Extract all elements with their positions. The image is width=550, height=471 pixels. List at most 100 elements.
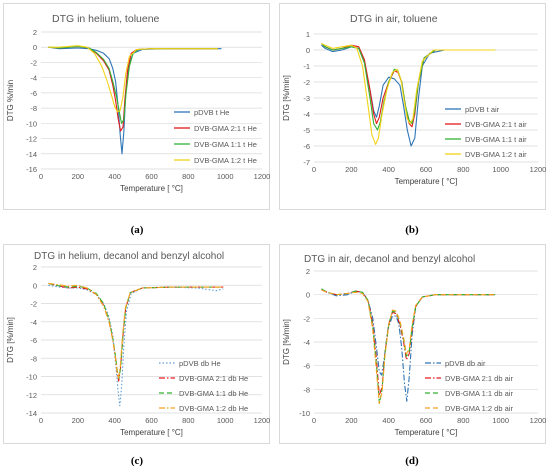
y-tick-label: -10 xyxy=(26,373,37,382)
y-tick-label: 2 xyxy=(33,28,37,37)
chart-panel-b: DTG in air, toluene 1 0 -1 -2 -3 -4 -5 -6 -7 0 200 4… xyxy=(279,3,546,210)
y-tick-label: -16 xyxy=(26,165,37,174)
x-tick-label: 400 xyxy=(382,165,395,174)
series-line-2 xyxy=(48,45,218,132)
legend-label: DVB-GMA 1:2 t air xyxy=(465,150,527,159)
series-line-3 xyxy=(48,45,218,124)
x-tick-label: 1200 xyxy=(530,165,547,174)
y-tick-label: -4 xyxy=(303,338,310,347)
x-tick-label: 200 xyxy=(72,416,85,425)
series-line-3 xyxy=(321,43,496,131)
x-tick-label: 1000 xyxy=(492,165,509,174)
series-line-4 xyxy=(321,43,496,145)
chart-title: DTG in air, decanol and benzyl alcohol xyxy=(304,254,475,265)
x-tick-label: 400 xyxy=(382,416,395,425)
x-tick-label: 400 xyxy=(108,416,121,425)
series-line-2 xyxy=(48,282,224,382)
x-tick-label: 200 xyxy=(345,416,358,425)
x-tick-label: 0 xyxy=(39,172,43,181)
y-tick-label: -6 xyxy=(30,336,37,345)
x-tick-label: 1000 xyxy=(217,172,234,181)
series-line-1 xyxy=(321,44,496,147)
legend-label: DVB-GMA 1:2 db air xyxy=(445,404,513,413)
x-tick-label: 200 xyxy=(72,172,85,181)
chart-a: DTG in helium, toluene 2 0 -2 -4 -6 -8 -10 -12 -1… xyxy=(6,13,271,193)
legend-label: DVB-GMA 1:1 t He xyxy=(194,140,257,149)
legend-label: pDVB t air xyxy=(465,105,500,114)
x-axis-label: Temperature [ °C] xyxy=(395,177,458,186)
x-axis-label: Temperature [ °C] xyxy=(395,428,458,437)
y-tick-label: 2 xyxy=(33,263,37,272)
y-tick-label: -5 xyxy=(303,126,310,135)
series-line-4 xyxy=(48,45,218,113)
legend-label: DVB-GMA 1:2 db He xyxy=(179,404,248,413)
x-tick-label: 0 xyxy=(312,165,316,174)
y-tick-label: -4 xyxy=(303,110,310,119)
x-tick-label: 0 xyxy=(312,416,316,425)
x-tick-label: 1200 xyxy=(254,416,271,425)
x-tick-label: 400 xyxy=(108,172,121,181)
chart-c: DTG in helium, decanol and benzyl alcoho… xyxy=(6,251,271,437)
chart-title: DTG in helium, toluene xyxy=(52,13,160,25)
legend-label: DVB-GMA 2:1 t air xyxy=(465,120,527,129)
legend-label: DVB-GMA 1:1 db air xyxy=(445,389,513,398)
x-tick-label: 200 xyxy=(345,165,358,174)
y-tick-label: -6 xyxy=(303,362,310,371)
y-tick-label: -14 xyxy=(26,150,37,159)
x-tick-label: 800 xyxy=(457,416,470,425)
x-tick-label: 1200 xyxy=(254,172,271,181)
y-tick-label: -8 xyxy=(30,104,37,113)
caption-c: (c) xyxy=(130,455,144,467)
y-tick-label: 1 xyxy=(306,30,310,39)
y-tick-label: -3 xyxy=(303,94,310,103)
y-axis-label: DTG [%/min] xyxy=(6,317,15,363)
y-tick-label: -2 xyxy=(30,300,37,309)
caption-b: (b) xyxy=(405,224,419,236)
x-tick-label: 800 xyxy=(457,165,470,174)
y-tick-label: -2 xyxy=(30,58,37,67)
y-tick-label: -12 xyxy=(26,135,37,144)
y-tick-label: -4 xyxy=(30,318,37,327)
y-tick-label: -6 xyxy=(303,142,310,151)
legend-label: DVB-GMA 2:1 db He xyxy=(179,374,248,383)
legend-label: pDVB db air xyxy=(445,359,486,368)
chart-panel-c: DTG in helium, decanol and benzyl alcoho… xyxy=(3,244,270,444)
x-tick-label: 800 xyxy=(182,416,195,425)
chart-panel-d: DTG in air, decanol and benzyl alcohol 2 0… xyxy=(279,244,546,444)
x-tick-label: 600 xyxy=(420,165,433,174)
y-tick-label: 0 xyxy=(306,46,310,55)
legend-label: DVB-GMA 2:1 t He xyxy=(194,124,257,133)
series-line-3 xyxy=(321,288,496,405)
y-tick-label: -6 xyxy=(30,89,37,98)
y-tick-label: -2 xyxy=(303,78,310,87)
legend-label: DVB-GMA 1:1 db He xyxy=(179,389,248,398)
chart-panel-a: DTG in helium, toluene 2 0 -2 -4 -6 -8 -10 -12 -1… xyxy=(3,3,270,210)
x-tick-label: 800 xyxy=(182,172,195,181)
y-tick-label: 0 xyxy=(33,43,37,52)
y-tick-label: -10 xyxy=(299,409,310,418)
legend-label: DVB-GMA 2:1 db air xyxy=(445,374,513,383)
x-axis-label: Temperature [ °C] xyxy=(120,184,183,193)
legend-label: pDVB t He xyxy=(194,108,229,117)
y-tick-label: -8 xyxy=(303,385,310,394)
x-tick-label: 0 xyxy=(39,416,43,425)
legend-label: DVB-GMA 1:1 t air xyxy=(465,135,527,144)
y-tick-label: 0 xyxy=(33,281,37,290)
y-tick-label: -12 xyxy=(26,391,37,400)
legend-label: pDVB db He xyxy=(179,359,221,368)
y-tick-label: -2 xyxy=(303,314,310,323)
caption-a: (a) xyxy=(130,224,144,236)
y-tick-label: 0 xyxy=(306,291,310,300)
x-tick-label: 1200 xyxy=(530,416,547,425)
y-axis-label: DTG %/min xyxy=(6,80,15,121)
legend-label: DVB-GMA 1:2 t He xyxy=(194,156,257,165)
series-line-1 xyxy=(48,46,222,155)
caption-d: (d) xyxy=(405,455,419,467)
x-tick-label: 600 xyxy=(420,416,433,425)
y-tick-label: -4 xyxy=(30,74,37,83)
x-tick-label: 1000 xyxy=(217,416,234,425)
y-tick-label: -8 xyxy=(30,354,37,363)
x-axis-label: Temperature [ °C] xyxy=(120,428,183,437)
y-axis-label: DTG [%/min] xyxy=(282,75,291,121)
